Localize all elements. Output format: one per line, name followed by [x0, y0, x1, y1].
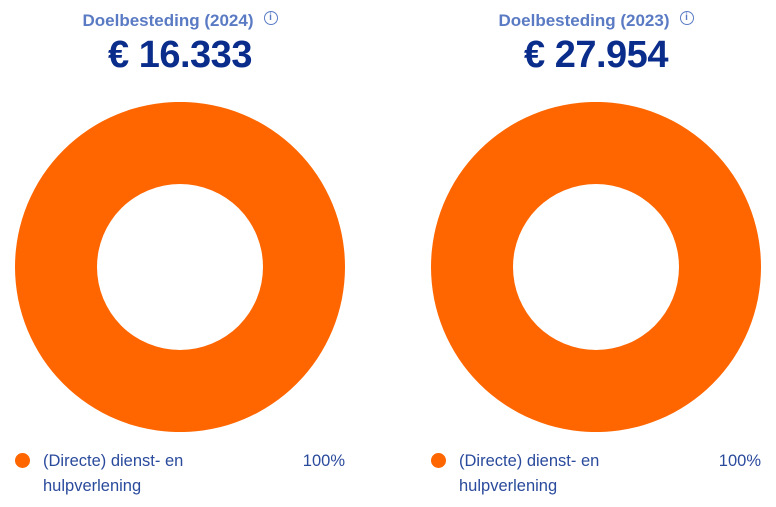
donut-slice-0[interactable]	[431, 102, 761, 432]
spending-panel-2023: Doelbesteding (2023) i € 27.954 (Directe)…	[416, 0, 776, 507]
total-amount: € 16.333	[108, 34, 252, 76]
info-icon[interactable]: i	[679, 11, 694, 25]
panel-title: Doelbesteding (2024) i	[0, 11, 360, 31]
legend-color-dot	[15, 453, 30, 468]
legend-label: (Directe) dienst- en hulpverlening	[459, 452, 600, 495]
title-text: Doelbesteding (2024)	[82, 11, 254, 30]
donut-slice-0[interactable]	[15, 102, 345, 432]
title-text: Doelbesteding (2023)	[498, 11, 670, 30]
legend-color-dot	[431, 453, 446, 468]
legend-percent: 100%	[302, 452, 345, 470]
legend-label: (Directe) dienst- en hulpverlening	[43, 452, 184, 495]
total-amount: € 27.954	[524, 34, 668, 76]
info-icon[interactable]: i	[263, 11, 278, 25]
spending-panel-2024: Doelbesteding (2024) i € 16.333 (Directe)…	[0, 0, 360, 507]
legend-percent: 100%	[718, 452, 761, 470]
panel-title: Doelbesteding (2023) i	[416, 11, 776, 31]
donut-chart	[431, 102, 761, 432]
donut-chart	[15, 102, 345, 432]
